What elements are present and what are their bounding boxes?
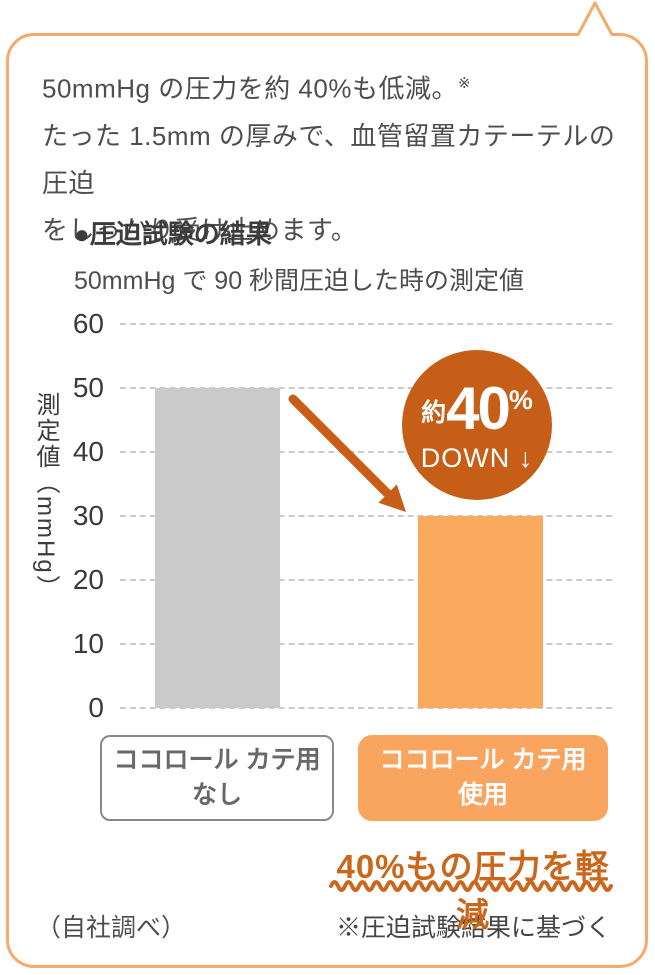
y-tick-60: 60 (72, 308, 104, 339)
footnote-marker: ※ (457, 75, 472, 92)
bar-with-product (418, 516, 543, 708)
bubble-tail-icon (575, 1, 615, 36)
chart-section-title: ●圧迫試験の結果 (74, 219, 272, 249)
intro-line-1: 50mmHg の圧力を約 40%も低減。※ (42, 73, 472, 104)
chart-subtitle: 50mmHg で 90 秒間圧迫した時の測定値 (74, 267, 525, 295)
gridline-50 (120, 387, 612, 389)
badge-main-row: 約 40 % (421, 374, 533, 442)
gridline-0 (120, 707, 612, 709)
wavy-underline-icon (329, 880, 613, 892)
down-arrow-icon (288, 394, 406, 512)
highlight-text: 40%もの圧力を軽減 (336, 848, 610, 933)
intro-line-2: たった 1.5mm の厚みで、血管留置カテーテルの圧迫 (42, 120, 616, 198)
y-tick-20: 20 (72, 564, 104, 595)
gridline-30 (120, 515, 612, 517)
y-tick-10: 10 (72, 628, 104, 659)
intro-text: 50mmHg の圧力を約 40%も低減。※ たった 1.5mm の厚みで、血管留… (42, 60, 622, 254)
y-tick-40: 40 (72, 436, 104, 467)
y-tick-0: 0 (88, 692, 104, 723)
bar-label-line-1: ココロール カテ用 (113, 746, 321, 774)
badge-prefix: 約 (421, 399, 447, 427)
intro-line-3: をしっかり受け止めます。 (42, 214, 358, 245)
badge-unit: % (508, 384, 533, 415)
test-basis-note: ※圧迫試験結果に基づく (335, 914, 611, 942)
bar-label-line-1: ココロール カテ用 (379, 746, 587, 774)
bar-label-line-2: なし (191, 781, 242, 809)
source-note: （自社調べ） (36, 914, 187, 942)
badge-down-text: DOWN ↓ (420, 442, 534, 473)
gridline-60 (120, 323, 612, 325)
bar-label-line-2: 使用 (457, 781, 508, 809)
reduction-badge: 約 40 % DOWN ↓ (402, 350, 552, 500)
badge-value: 40 (446, 374, 511, 442)
bar-without-product (155, 388, 280, 708)
bar-label-without-product: ココロール カテ用 なし (100, 735, 334, 821)
y-axis-label: 測定値（mmHg） (32, 392, 59, 601)
gridline-20 (120, 579, 612, 581)
y-tick-30: 30 (72, 500, 104, 531)
gridline-40 (120, 451, 612, 453)
gridline-10 (120, 643, 612, 645)
y-tick-50: 50 (72, 372, 104, 403)
bar-label-with-product: ココロール カテ用 使用 (358, 735, 608, 821)
